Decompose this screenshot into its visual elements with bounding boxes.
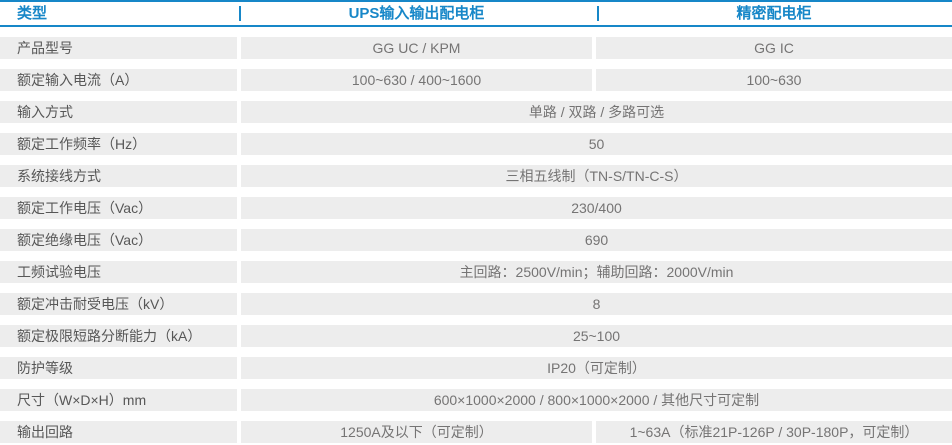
- row-label: 输出回路: [0, 421, 237, 443]
- table-row-rated-input-current: 额定输入电流（A） 100~630 / 400~1600 100~630: [0, 69, 952, 91]
- table-row-rated-working-voltage: 额定工作电压（Vac） 230/400: [0, 197, 952, 219]
- row-value-precision: GG IC: [596, 37, 952, 59]
- table-row-rated-impulse-voltage: 额定冲击耐受电压（kV） 8: [0, 293, 952, 315]
- table-row-rated-frequency: 额定工作频率（Hz） 50: [0, 133, 952, 155]
- header-divider-tick: [597, 6, 599, 21]
- table-row-input-mode: 输入方式 单路 / 双路 / 多路可选: [0, 101, 952, 123]
- col-header-type: 类型: [17, 5, 48, 22]
- table-row-breaking-capacity: 额定极限短路分断能力（kA） 25~100: [0, 325, 952, 347]
- col-header-precision-cabinet: 精密配电柜: [736, 5, 812, 22]
- row-value-ups: GG UC / KPM: [241, 37, 592, 59]
- row-value-precision: 1~63A（标准21P-126P / 30P-180P，可定制）: [596, 421, 952, 443]
- row-label: 系统接线方式: [0, 165, 237, 187]
- row-label: 额定工作频率（Hz）: [0, 133, 237, 155]
- row-value-merged: 三相五线制（TN-S/TN-C-S）: [241, 165, 952, 187]
- table-row-dimensions: 尺寸（W×D×H）mm 600×1000×2000 / 800×1000×200…: [0, 389, 952, 411]
- row-label: 输入方式: [0, 101, 237, 123]
- row-label: 产品型号: [0, 37, 237, 59]
- row-label: 额定工作电压（Vac）: [0, 197, 237, 219]
- row-value-precision: 100~630: [596, 69, 952, 91]
- row-value-merged: 600×1000×2000 / 800×1000×2000 / 其他尺寸可定制: [241, 389, 952, 411]
- row-label: 额定极限短路分断能力（kA）: [0, 325, 237, 347]
- row-label: 尺寸（W×D×H）mm: [0, 389, 237, 411]
- row-value-ups: 1250A及以下（可定制）: [241, 421, 592, 443]
- col-header-ups-cabinet: UPS输入输出配电柜: [348, 5, 485, 22]
- table-row-protection-level: 防护等级 IP20（可定制）: [0, 357, 952, 379]
- row-label: 额定输入电流（A）: [0, 69, 237, 91]
- row-value-merged: 50: [241, 133, 952, 155]
- row-value-merged: 690: [241, 229, 952, 251]
- row-label: 防护等级: [0, 357, 237, 379]
- row-label: 工频试验电压: [0, 261, 237, 283]
- row-value-merged: 主回路：2500V/min；辅助回路：2000V/min: [241, 261, 952, 283]
- table-row-product-model: 产品型号 GG UC / KPM GG IC: [0, 37, 952, 59]
- row-value-merged: 单路 / 双路 / 多路可选: [241, 101, 952, 123]
- table-row-rated-insulation-voltage: 额定绝缘电压（Vac） 690: [0, 229, 952, 251]
- table-row-output-circuits: 输出回路 1250A及以下（可定制） 1~63A（标准21P-126P / 30…: [0, 421, 952, 443]
- row-label: 额定绝缘电压（Vac）: [0, 229, 237, 251]
- header-row: 类型 UPS输入输出配电柜 精密配电柜: [0, 0, 952, 27]
- table-row-power-frequency-test-voltage: 工频试验电压 主回路：2500V/min；辅助回路：2000V/min: [0, 261, 952, 283]
- row-value-merged: 8: [241, 293, 952, 315]
- row-value-merged: IP20（可定制）: [241, 357, 952, 379]
- row-value-ups: 100~630 / 400~1600: [241, 69, 592, 91]
- row-value-merged: 230/400: [241, 197, 952, 219]
- row-value-merged: 25~100: [241, 325, 952, 347]
- table-row-system-wiring: 系统接线方式 三相五线制（TN-S/TN-C-S）: [0, 165, 952, 187]
- header-divider-tick: [239, 6, 241, 21]
- row-label: 额定冲击耐受电压（kV）: [0, 293, 237, 315]
